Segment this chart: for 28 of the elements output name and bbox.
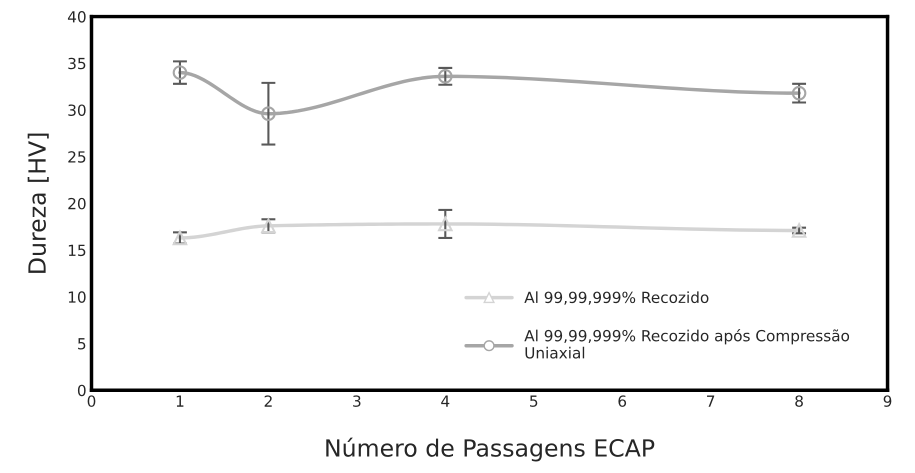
y-axis-title: Dureza [HV] — [28, 134, 49, 273]
x-tick-label: 9 — [884, 395, 892, 407]
x-tick-label: 8 — [795, 395, 803, 407]
y-tick-label: 30 — [68, 104, 86, 116]
point — [261, 106, 276, 122]
x-tick-label: 6 — [618, 395, 626, 407]
x-tick-label: 3 — [353, 395, 360, 407]
y-tick-label: 0 — [78, 384, 86, 396]
point — [792, 223, 806, 238]
y-tick-label: 35 — [68, 58, 86, 70]
x-tick-label: 1 — [176, 396, 184, 407]
x-tick-label: 5 — [530, 396, 538, 407]
point — [792, 86, 806, 100]
legend-label: Al 99,99,999% Recozido após Compressão Uniaxial — [524, 329, 850, 359]
x-tick-label: 2 — [264, 395, 272, 407]
x-tick-label: 7 — [707, 396, 714, 407]
y-tick-label: 10 — [68, 291, 86, 303]
y-tick-label: 20 — [68, 198, 86, 210]
x-tick-label: 4 — [441, 396, 450, 407]
y-tick-label: 25 — [68, 151, 86, 163]
y-tick-label: 40 — [68, 11, 86, 23]
point — [438, 216, 453, 232]
y-tick-label: 15 — [68, 244, 86, 256]
x-axis-title: Número de Passagens ECAP — [326, 438, 654, 462]
y-tick-label: 5 — [78, 338, 86, 350]
point — [172, 65, 188, 80]
legend-label: Al 99,99,999% Recozido — [524, 291, 708, 305]
x-tick-label: 0 — [88, 395, 96, 407]
